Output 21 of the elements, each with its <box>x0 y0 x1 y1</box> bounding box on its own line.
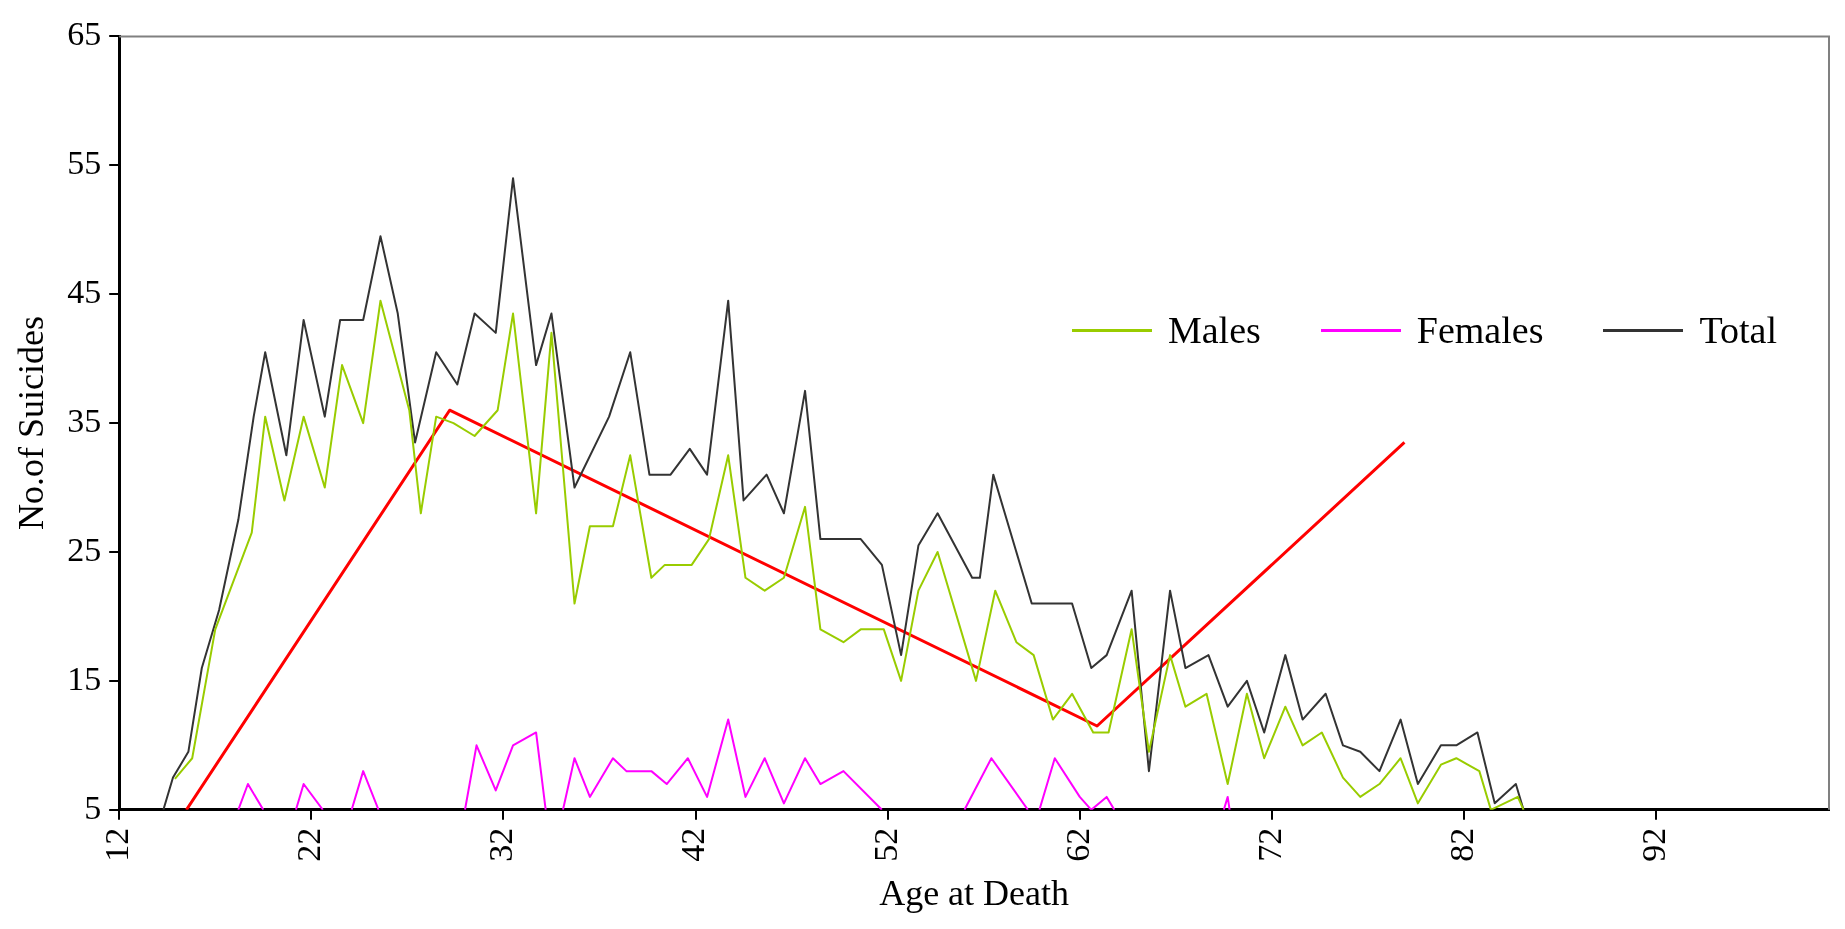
y-tick-label: 45 <box>67 273 102 311</box>
x-tick-label: 82 <box>1442 827 1480 862</box>
legend-label: Females <box>1416 308 1544 352</box>
y-axis-title: No.of Suicides <box>11 316 52 531</box>
y-tick-label: 25 <box>67 530 102 568</box>
x-tick-label: 92 <box>1635 827 1673 862</box>
y-tick-label: 15 <box>67 659 102 697</box>
x-tick-label: 22 <box>290 827 328 862</box>
x-tick-label: 42 <box>674 827 712 862</box>
legend-label: Total <box>1699 308 1777 352</box>
legend-label: Males <box>1167 308 1261 352</box>
y-tick-label: 65 <box>67 15 102 53</box>
y-tick-label: 5 <box>84 788 102 826</box>
x-axis-title: Age at Death <box>879 872 1070 913</box>
x-tick-label: 52 <box>866 827 904 862</box>
y-tick-label: 55 <box>67 144 102 182</box>
x-tick-label: 62 <box>1058 827 1096 862</box>
y-tick-label: 35 <box>67 402 102 440</box>
x-tick-label: 72 <box>1250 827 1288 862</box>
x-tick-label: 32 <box>482 827 520 862</box>
x-tick-label: 12 <box>98 827 136 862</box>
